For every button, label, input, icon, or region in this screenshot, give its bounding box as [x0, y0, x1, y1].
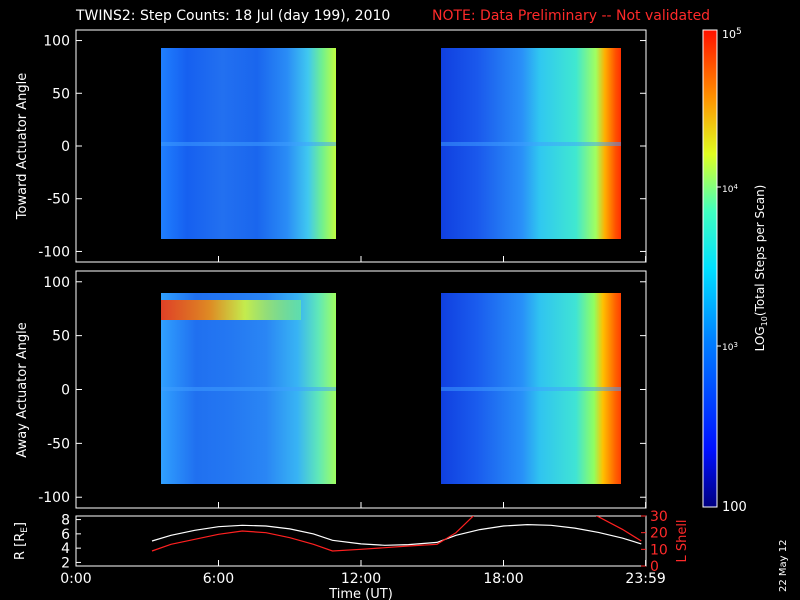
xtick-label: 0:00	[60, 571, 91, 587]
xtick-label: 23:59	[625, 571, 665, 587]
r-ytick-label: 8	[61, 513, 70, 529]
toward-ytick-label: 0	[61, 139, 70, 155]
away-ytick-label: -50	[47, 436, 70, 452]
away-ytick-label: -100	[38, 490, 70, 506]
toward-ytick-label: 50	[52, 86, 70, 102]
toward-ytick-label: -50	[47, 192, 70, 208]
panel-away-zero-stripe-2	[441, 387, 621, 391]
panel-toward-ylabel: Toward Actuator Angle	[15, 73, 30, 220]
away-ytick-label: 100	[43, 275, 70, 291]
r-ytick-label: 2	[61, 555, 70, 571]
panel-toward-zero-stripe-1	[161, 142, 336, 146]
panel-away-hot-band	[161, 300, 301, 320]
preliminary-note: NOTE: Data Preliminary -- Not validated	[432, 8, 710, 24]
panel-away-zero-stripe-1	[161, 387, 336, 391]
panel-away-y-ticks: 100 50 0 -50 -100	[38, 275, 647, 508]
x-axis-label: Time (UT)	[328, 587, 393, 600]
panel-toward: 100 50 0 -50 -100 Toward Actuator Angle	[15, 29, 647, 263]
colorbar-tick-bottom: 100	[722, 500, 747, 515]
xtick-label: 6:00	[203, 571, 234, 587]
lshell-ytick-label: 20	[650, 526, 668, 542]
away-ytick-label: 0	[61, 383, 70, 399]
date-stamp: 22 May 12	[778, 540, 789, 592]
colorbar-tick-top: 105	[722, 27, 742, 41]
r-axis-label: R [RE]	[13, 522, 30, 560]
lshell-ytick-label: 0	[650, 559, 659, 575]
r-distance-line	[151, 523, 642, 546]
colorbar-gradient	[702, 29, 718, 508]
xtick-label: 12:00	[341, 571, 381, 587]
lshell-ytick-label: 10	[650, 542, 668, 558]
colorbar: 105 104 103 100 LOG10(Total Steps per Sc…	[702, 27, 769, 515]
toward-ytick-label: 100	[43, 34, 70, 50]
chart-title: TWINS2: Step Counts: 18 Jul (day 199), 2…	[75, 8, 390, 24]
r-ytick-label: 6	[61, 527, 70, 543]
lshell-line	[151, 516, 642, 552]
lshell-ytick-label: 30	[650, 509, 668, 525]
away-ytick-label: 50	[52, 329, 70, 345]
panel-orbit-series	[151, 516, 642, 552]
panel-orbit-frame	[75, 515, 647, 567]
toward-ytick-label: -100	[38, 244, 70, 260]
colorbar-tick-low: 103	[722, 341, 738, 353]
xtick-label: 18:00	[483, 571, 523, 587]
lshell-axis-label: L Shell	[675, 519, 690, 562]
panel-toward-y-ticks: 100 50 0 -50 -100	[38, 34, 647, 262]
panel-away-ylabel: Away Actuator Angle	[15, 322, 30, 457]
colorbar-label: LOG10(Total Steps per Scan)	[753, 185, 769, 352]
r-ytick-label: 4	[61, 541, 70, 557]
colorbar-tick-mid: 104	[722, 183, 738, 195]
panel-away: 100 50 0 -50 -100 Away Actuator Angle	[15, 270, 647, 509]
panel-toward-zero-stripe-2	[441, 142, 621, 146]
